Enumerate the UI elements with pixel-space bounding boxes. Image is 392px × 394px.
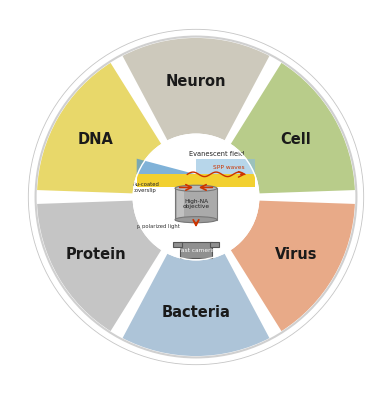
Bar: [177, 188, 184, 220]
Bar: [210, 242, 219, 247]
Circle shape: [29, 30, 363, 364]
Text: High-NA
objective: High-NA objective: [182, 199, 210, 209]
Text: Au-coated
coverslip: Au-coated coverslip: [133, 182, 160, 193]
Wedge shape: [121, 197, 271, 357]
Ellipse shape: [175, 217, 217, 223]
Bar: [173, 242, 182, 247]
Wedge shape: [196, 197, 356, 333]
Bar: [175, 188, 217, 220]
Text: Neuron: Neuron: [166, 74, 226, 89]
Polygon shape: [196, 159, 255, 174]
Text: SPP waves: SPP waves: [213, 165, 245, 170]
Ellipse shape: [175, 185, 217, 191]
Text: DNA: DNA: [78, 132, 114, 147]
Text: Bacteria: Bacteria: [162, 305, 230, 320]
Wedge shape: [36, 61, 196, 197]
Circle shape: [29, 30, 363, 364]
Text: Evanescent field: Evanescent field: [189, 151, 244, 157]
Text: p polarized light: p polarized light: [137, 224, 180, 229]
Polygon shape: [137, 174, 255, 186]
Text: Virus: Virus: [275, 247, 317, 262]
Wedge shape: [121, 37, 271, 197]
Wedge shape: [196, 61, 356, 197]
Polygon shape: [137, 159, 196, 174]
Text: Cell: Cell: [281, 132, 311, 147]
Wedge shape: [36, 197, 196, 333]
Bar: [180, 242, 212, 258]
Text: Fast camera: Fast camera: [178, 248, 214, 253]
Circle shape: [133, 134, 259, 260]
Text: Protein: Protein: [65, 247, 126, 262]
